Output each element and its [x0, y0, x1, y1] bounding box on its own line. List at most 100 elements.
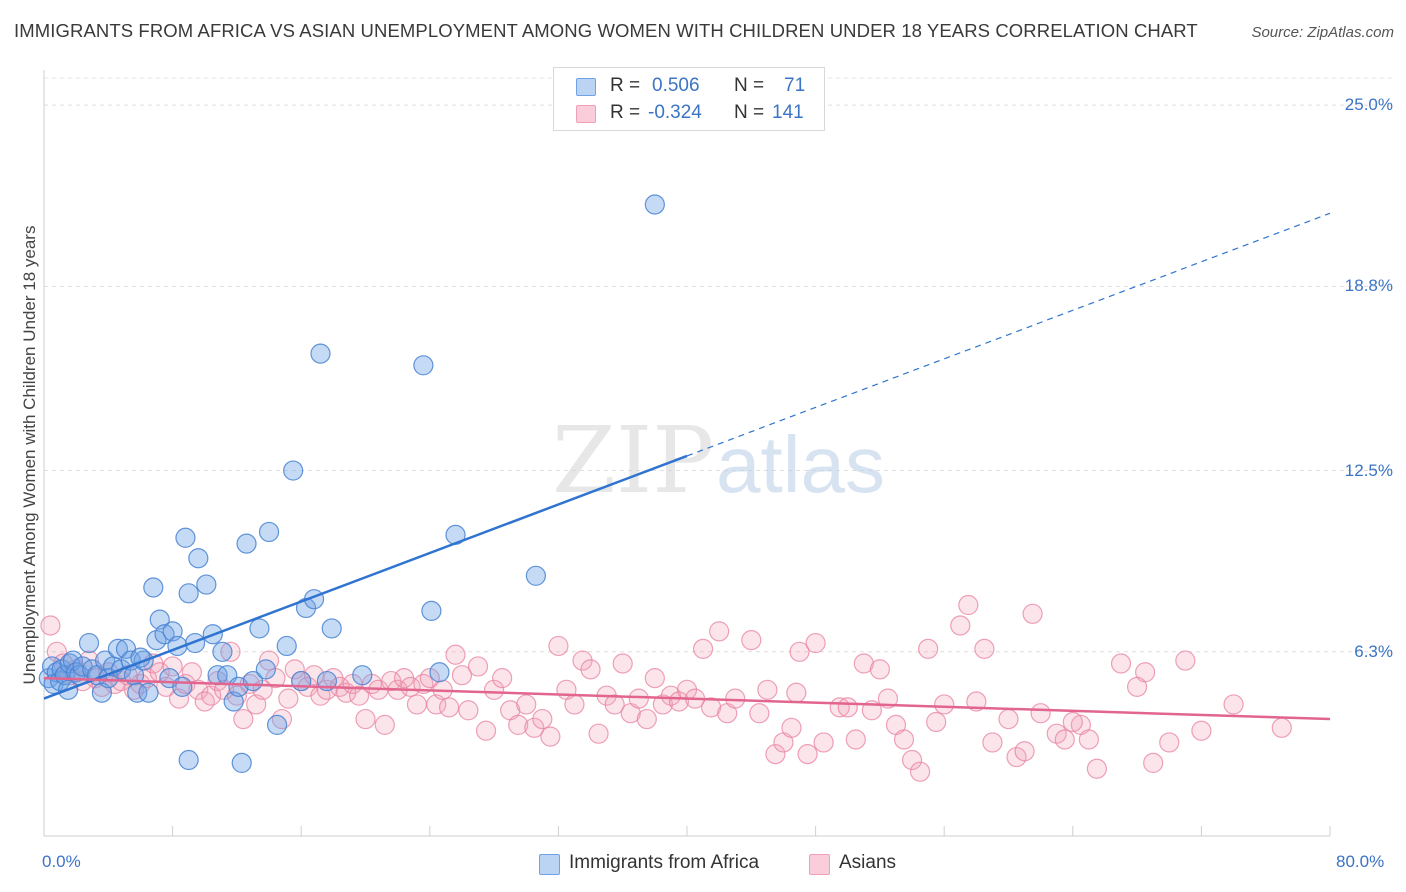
- asians-point: [612, 653, 633, 674]
- asians-point: [492, 668, 513, 689]
- legend-r-label: R =: [610, 75, 641, 96]
- chart-source: Source: ZipAtlas.com: [1251, 24, 1394, 41]
- asians-point: [725, 688, 746, 709]
- trend-lines: [43, 212, 1331, 721]
- y-tick-label: 25.0%: [1344, 95, 1393, 115]
- asians-point: [564, 694, 585, 715]
- asians-point: [604, 694, 625, 715]
- legend-n-value: 71: [784, 75, 806, 96]
- asians-point: [516, 694, 537, 715]
- y-tick-label: 6.3%: [1354, 641, 1393, 661]
- africa-point: [66, 662, 87, 683]
- asians-points: [40, 594, 1292, 782]
- asians-point: [445, 644, 466, 665]
- asians-point: [845, 729, 866, 750]
- africa-point: [266, 714, 288, 736]
- africa-point: [421, 600, 442, 621]
- africa-point: [249, 618, 270, 639]
- africa-point: [413, 355, 434, 376]
- africa-point: [78, 632, 100, 654]
- asians-point: [1271, 717, 1292, 738]
- asians-point: [572, 650, 593, 671]
- grid-lines: [44, 77, 1392, 653]
- asians-point: [853, 653, 874, 674]
- asians-point: [524, 717, 545, 738]
- asians-point: [741, 630, 762, 651]
- asians-point: [918, 638, 939, 659]
- asians-point: [467, 656, 489, 677]
- africa-point: [196, 574, 217, 595]
- correlation-legend: R = 0.506 N = 71 R = -0.324 N = 141: [553, 67, 825, 131]
- asians-point: [1191, 720, 1212, 741]
- asians-point: [548, 635, 569, 657]
- asians-point: [540, 726, 561, 747]
- asians-point: [40, 615, 61, 636]
- asians-point: [162, 656, 183, 677]
- asians-point: [400, 676, 421, 697]
- asians-point: [580, 659, 601, 680]
- africa-point: [236, 533, 257, 554]
- asians-point: [588, 723, 609, 744]
- asians-point: [1086, 758, 1108, 779]
- bottom-legend-swatch-pink: [809, 854, 830, 875]
- africa-point: [127, 682, 148, 703]
- legend-n-label: N =: [734, 102, 765, 123]
- asians-point: [419, 668, 440, 689]
- asians-point: [355, 708, 376, 730]
- africa-point: [321, 618, 342, 639]
- asians-point: [781, 717, 802, 738]
- asians-point: [1014, 741, 1035, 762]
- asians-point: [316, 679, 338, 700]
- asians-point: [765, 744, 786, 765]
- africa-point: [185, 632, 206, 654]
- africa-point: [175, 527, 196, 548]
- asians-point: [909, 761, 931, 782]
- asians-point: [284, 659, 305, 680]
- asians-point: [998, 708, 1019, 730]
- asians-point: [278, 688, 299, 709]
- asians-point: [508, 714, 529, 736]
- africa-point: [178, 583, 199, 604]
- africa-point: [283, 460, 304, 481]
- asians-point: [701, 697, 722, 718]
- asians-point: [451, 665, 473, 686]
- asians-point: [1062, 711, 1083, 733]
- asians-point: [1110, 653, 1132, 674]
- axes: [43, 70, 1331, 837]
- africa-point: [258, 521, 280, 543]
- x-tick-label-min: 0.0%: [42, 852, 81, 871]
- asians-point: [1135, 662, 1156, 683]
- asians-point: [869, 659, 891, 680]
- asians-point: [893, 729, 915, 750]
- asians-point: [813, 732, 834, 753]
- asians-point: [749, 703, 770, 724]
- watermark-atlas: atlas: [716, 420, 885, 509]
- asians-point: [532, 708, 553, 730]
- asians-point: [1078, 729, 1099, 750]
- africa-point: [212, 641, 233, 662]
- asians-point: [958, 594, 979, 616]
- legend-n-value: 141: [772, 102, 804, 123]
- asians-point: [877, 688, 899, 709]
- asians-point: [628, 688, 649, 709]
- asians-point: [797, 744, 818, 765]
- africa-point: [178, 749, 199, 771]
- africa-point: [143, 577, 164, 598]
- y-tick-label: 12.5%: [1344, 460, 1393, 480]
- asians-point: [966, 691, 987, 712]
- africa-point: [310, 343, 331, 364]
- legend-n-label: N =: [734, 75, 765, 96]
- africa-point: [644, 194, 665, 215]
- asians-point: [1143, 752, 1164, 774]
- asians-point: [644, 668, 665, 689]
- asians-point: [1159, 732, 1180, 753]
- asians-point: [413, 673, 434, 695]
- asians-point: [406, 694, 428, 715]
- asians-point: [901, 749, 923, 771]
- asians-point: [926, 711, 947, 733]
- asians-point: [1054, 729, 1075, 750]
- legend-r-value: 0.506: [652, 75, 700, 96]
- africa-point: [255, 659, 276, 680]
- africa-point: [154, 624, 175, 645]
- legend-r-label: R =: [610, 102, 641, 123]
